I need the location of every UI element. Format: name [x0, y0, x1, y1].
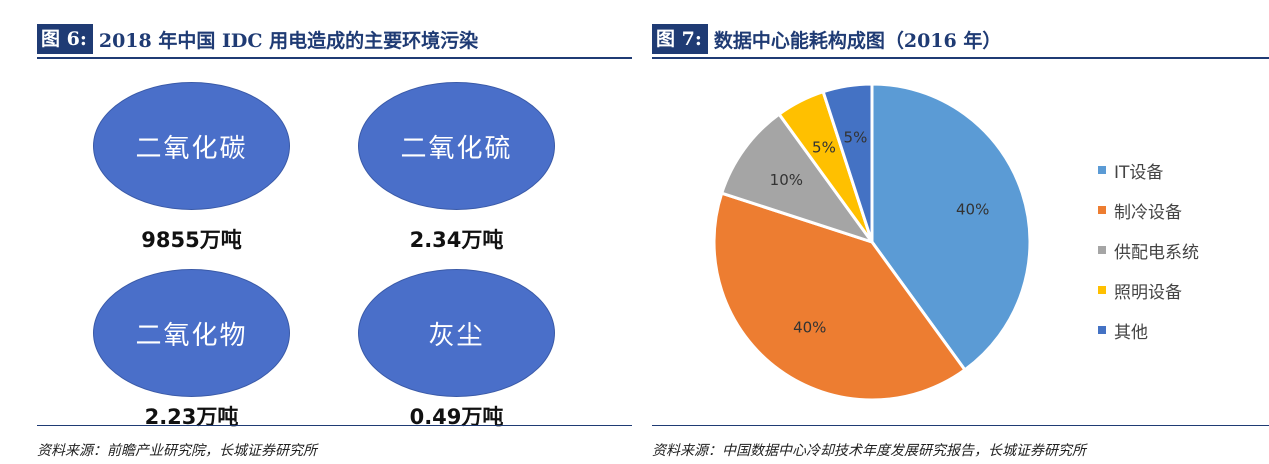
figure-7-top-rule: [652, 57, 1269, 59]
figure-7-source: 资料来源：中国数据中心冷却技术年度发展研究报告，长城证券研究所: [652, 443, 1086, 459]
figure-7-panel: 图 7: 数据中心能耗构成图（2016 年） 40% 40% 10% 5% 5% IT设…: [652, 0, 1269, 464]
legend-swatch-3: [1098, 286, 1106, 294]
legend-swatch-2: [1098, 246, 1106, 254]
figure-6-top-rule: [37, 57, 632, 59]
legend-item-0: IT设备: [1098, 150, 1199, 190]
so2-amount: 2.34万吨: [409, 228, 504, 252]
figure-7-tag: 图 7:: [652, 24, 708, 54]
legend-label-3: 照明设备: [1114, 282, 1182, 303]
dust-label: 灰尘: [428, 320, 485, 351]
pie-label-2: 10%: [770, 171, 803, 189]
figure-6-tag: 图 6:: [37, 24, 93, 54]
pie-label-1: 40%: [793, 319, 826, 337]
figure-6-source: 资料来源：前瞻产业研究院，长城证券研究所: [37, 443, 317, 459]
dust-ellipse: 灰尘: [358, 269, 555, 397]
legend-item-2: 供配电系统: [1098, 230, 1199, 270]
legend-swatch-1: [1098, 206, 1106, 214]
so2-ellipse: 二氧化硫: [358, 82, 555, 210]
figure-6-panel: 图 6: 2018 年中国 IDC 用电造成的主要环境污染 二氧化碳 9855万…: [0, 0, 632, 464]
legend-label-0: IT设备: [1114, 162, 1164, 183]
figure-7-bottom-rule: [652, 425, 1269, 426]
oxide-label: 二氧化物: [135, 320, 248, 351]
figure-7-header: 图 7: 数据中心能耗构成图（2016 年）: [652, 24, 1001, 54]
pie-slice-4: [821, 82, 874, 243]
figure-6-bottom-rule: [37, 425, 632, 426]
co2-ellipse: 二氧化碳: [93, 82, 290, 210]
so2-label: 二氧化硫: [400, 133, 513, 164]
pie-chart: 40% 40% 10% 5% 5%: [712, 82, 1032, 402]
pie-legend: IT设备制冷设备供配电系统照明设备其他: [1098, 150, 1199, 350]
figure-7-title: 数据中心能耗构成图（2016 年）: [713, 29, 1002, 52]
pie-label-4: 5%: [844, 128, 868, 146]
legend-item-1: 制冷设备: [1098, 190, 1199, 230]
legend-label-2: 供配电系统: [1114, 242, 1199, 263]
legend-label-4: 其他: [1114, 322, 1148, 343]
pie-label-3: 5%: [812, 139, 836, 157]
legend-item-4: 其他: [1098, 310, 1199, 350]
oxide-amount: 2.23万吨: [144, 405, 239, 429]
pie-slice-1: [712, 191, 967, 402]
dust-amount: 0.49万吨: [409, 405, 504, 429]
legend-item-3: 照明设备: [1098, 270, 1199, 310]
co2-label: 二氧化碳: [135, 133, 248, 164]
oxide-ellipse: 二氧化物: [93, 269, 290, 397]
co2-amount: 9855万吨: [141, 228, 242, 252]
pie-label-0: 40%: [956, 200, 989, 218]
legend-label-1: 制冷设备: [1114, 202, 1182, 223]
figure-6-title: 2018 年中国 IDC 用电造成的主要环境污染: [98, 29, 479, 52]
pie-slice-0: [870, 82, 1032, 372]
legend-swatch-0: [1098, 166, 1106, 174]
pie-slice-2: [719, 112, 876, 245]
figure-6-header: 图 6: 2018 年中国 IDC 用电造成的主要环境污染: [37, 24, 478, 54]
legend-swatch-4: [1098, 326, 1106, 334]
